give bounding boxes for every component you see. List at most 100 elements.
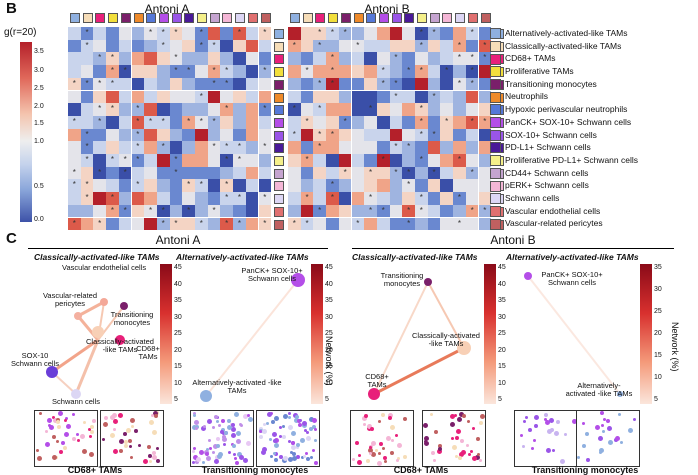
- heatmap-a-cell: [156, 77, 170, 91]
- heatmap-a-row-swatch: [274, 117, 285, 128]
- heatmap-b-cell: [427, 217, 441, 231]
- tissue-cell: [90, 430, 94, 434]
- heatmap-b-cell: [338, 179, 352, 193]
- heatmap-b-cell: [351, 90, 365, 104]
- heatmap-a-column-swatch: [209, 13, 220, 23]
- heatmap-a-cell: *: [156, 27, 170, 40]
- heatmap-a-cell: [156, 65, 170, 78]
- tissue-cell: [607, 426, 612, 431]
- node-vascular-endothelial: [100, 298, 108, 306]
- heatmap-b-cell: [478, 90, 492, 104]
- tissue-cell: [314, 461, 318, 465]
- heatmap-b-cell: [453, 141, 466, 154]
- heatmap-a-cell: [220, 52, 234, 66]
- tissue-cell: [523, 420, 526, 423]
- tissue-cell: [282, 435, 286, 439]
- tissue-cell: [456, 429, 461, 434]
- heatmap-a-cell: [131, 217, 145, 231]
- heatmap-b-cell: *: [338, 115, 352, 129]
- heatmap-a-cell: [220, 115, 234, 129]
- heatmap-b-cell: *: [453, 217, 466, 231]
- heatmap-a-cell: [233, 179, 246, 193]
- heatmap-b-cell: [376, 52, 390, 66]
- heatmap-b-cell: [453, 204, 466, 218]
- tissue-cell: [606, 419, 610, 423]
- heatmap-a-cell: [144, 128, 157, 142]
- network-tick: 5: [174, 396, 178, 403]
- legend-label: CD68+ TAMs: [505, 53, 556, 64]
- legend-swatch: [490, 28, 501, 40]
- network-tick: 5: [325, 396, 329, 403]
- heatmap-b-column-swatch: [417, 13, 427, 23]
- heatmap-b-cell: *: [402, 65, 415, 78]
- n4-label-alternative: Alternatively-activated -like TAMs: [565, 381, 633, 398]
- heatmap-a-cell: [131, 65, 145, 78]
- heatmap-a-cell: [80, 65, 94, 78]
- tissue-cell: [271, 420, 275, 424]
- heatmap-a-cell: [106, 90, 119, 104]
- heatmap-a-cell: [68, 39, 81, 53]
- heatmap-b-column-swatch: [391, 13, 402, 23]
- tissue-cell: [65, 417, 68, 420]
- tissue-cell: [424, 436, 429, 441]
- heatmap-a-cell: [93, 128, 107, 142]
- legend-swatch: [490, 142, 501, 154]
- heatmap-a-cell: [182, 217, 195, 231]
- heatmap-a-cell: [144, 52, 157, 66]
- tissue-cell: [216, 444, 220, 448]
- legend-label: Vascular endothelial cells: [505, 205, 601, 216]
- heatmap-a-cell: [106, 39, 119, 53]
- heatmap-a-cell: *: [68, 115, 81, 129]
- tissue-cell: [292, 452, 296, 456]
- tissue-cell: [633, 418, 636, 421]
- tissue-thumbnail: [422, 410, 486, 467]
- heatmap-a-cell: [93, 141, 107, 154]
- heatmap-b-cell: [465, 128, 479, 142]
- heatmap-b-cell: [351, 204, 365, 218]
- heatmap-a-cell: *: [68, 217, 81, 231]
- heatmap-a-cell: *: [80, 27, 94, 40]
- heatmap-b-cell: [313, 52, 327, 66]
- heatmap-a-cell: [195, 166, 208, 180]
- node-sox10-schwann: [46, 366, 58, 378]
- heatmap-a-cell: [258, 39, 272, 53]
- heatmap-a-cell: [245, 154, 259, 167]
- heatmap-b-cell: [440, 154, 454, 167]
- heatmap-b-cell: [288, 141, 301, 154]
- tissue-cell: [384, 460, 387, 463]
- tissue-cell: [76, 433, 79, 436]
- tissue-cell: [370, 427, 374, 431]
- tissue-cell: [130, 418, 135, 423]
- heatmap-a-cell: [144, 179, 157, 193]
- heatmap-a-cell: [106, 115, 119, 129]
- tissue-cell: [430, 413, 433, 416]
- heatmap-b-cell: [440, 39, 454, 53]
- heatmap-a-cell: [144, 166, 157, 180]
- heatmap-a-cell: [182, 39, 195, 53]
- heatmap-b-cell: [465, 103, 479, 116]
- tissue-cell: [314, 428, 317, 431]
- network-tick: 35: [174, 297, 182, 304]
- heatmap-a-cell: [245, 115, 259, 129]
- tissue-cell: [547, 429, 552, 434]
- tissue-cell: [59, 450, 63, 454]
- heatmap-a-cell: *: [233, 192, 246, 205]
- heatmap-a-column-swatch: [133, 13, 144, 23]
- tissue-cell: [152, 451, 156, 455]
- network-tick: 30: [174, 313, 182, 321]
- tissue-cell: [154, 414, 158, 418]
- tissue-cell: [457, 417, 462, 422]
- heatmap-b-cell: [376, 128, 390, 142]
- heatmap-b-cell: [300, 52, 314, 66]
- legend-label: Proliferative PD-L1+ Schwann cells: [505, 154, 638, 165]
- heatmap-a-cell: *: [106, 52, 119, 66]
- heatmap-a-row-swatch: [274, 181, 285, 192]
- node-vascular-pericytes: [74, 312, 82, 320]
- heatmap-b-cell: [364, 90, 377, 104]
- network-tick: 10: [654, 374, 662, 381]
- bottom-label-1: CD68+ TAMs: [67, 465, 123, 475]
- tissue-cell: [128, 439, 132, 443]
- heatmap-b-cell: [465, 192, 479, 205]
- heatmap-a-cell: *: [182, 65, 195, 78]
- heatmap-a-row-swatch: [274, 206, 285, 217]
